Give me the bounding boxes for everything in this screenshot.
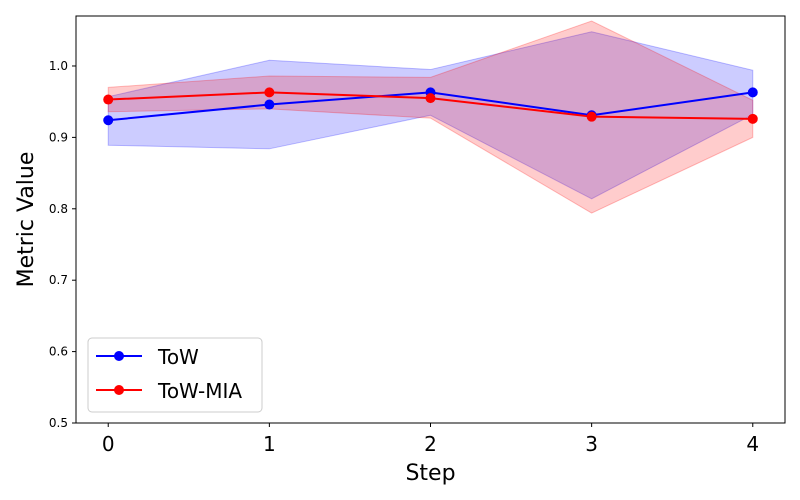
x-axis-ticks: 0 1 2 3 4: [102, 423, 759, 456]
point-tow-mia-1: [264, 87, 275, 98]
legend: ToW ToW-MIA: [87, 337, 263, 413]
point-tow-mia-3: [586, 111, 597, 122]
x-axis-title: Step: [405, 461, 455, 486]
legend-marker-tow: [114, 351, 124, 361]
point-tow-0: [103, 115, 114, 126]
y-tick-label: 0.6: [49, 345, 68, 359]
y-axis-title: Metric Value: [14, 152, 39, 288]
point-tow-mia-2: [425, 93, 436, 104]
legend-label-tow: ToW: [157, 345, 199, 369]
x-tick-label: 2: [424, 432, 437, 456]
x-tick-label: 4: [746, 432, 759, 456]
point-tow-mia-4: [747, 113, 758, 124]
point-tow-mia-0: [103, 94, 114, 105]
series-markers: [103, 87, 758, 126]
y-tick-label: 0.8: [49, 202, 68, 216]
x-tick-label: 1: [263, 432, 276, 456]
point-tow-1: [264, 99, 275, 110]
x-tick-label: 0: [102, 432, 115, 456]
x-tick-label: 3: [585, 432, 598, 456]
legend-marker-tow-mia: [114, 385, 124, 395]
point-tow-4: [747, 87, 758, 98]
y-axis-ticks: 0.5 0.6 0.7 0.8 0.9 1.0: [49, 59, 76, 430]
y-tick-label: 0.9: [49, 130, 68, 144]
legend-label-tow-mia: ToW-MIA: [157, 379, 242, 403]
y-tick-label: 0.5: [49, 416, 68, 430]
y-tick-label: 0.7: [49, 273, 68, 287]
y-tick-label: 1.0: [49, 59, 68, 73]
